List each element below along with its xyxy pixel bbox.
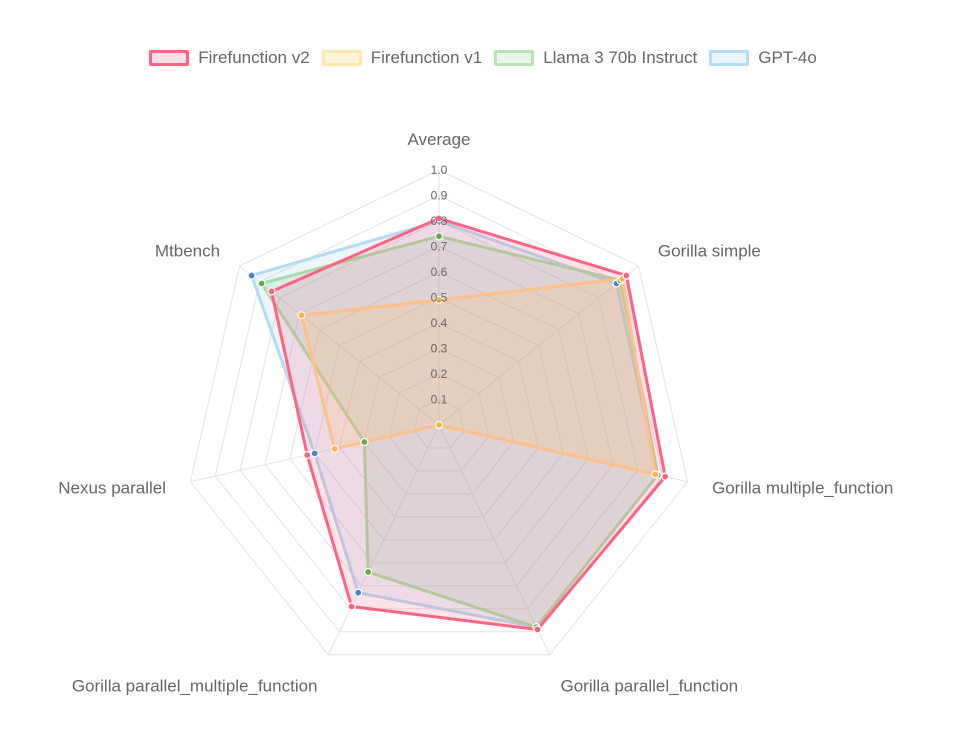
- series-area: [270, 216, 667, 631]
- tick-label: 0.2: [431, 367, 448, 381]
- legend-swatch: [149, 50, 190, 66]
- data-point: [297, 311, 306, 320]
- tick-label: 0.9: [431, 189, 448, 203]
- axis-label: Average: [407, 130, 470, 149]
- data-point: [364, 567, 373, 577]
- axis-label: Mtbench: [155, 241, 220, 260]
- data-point: [267, 287, 276, 296]
- legend-item-firefunction-v2[interactable]: Firefunction v2: [149, 48, 310, 68]
- legend-label: Firefunction v1: [370, 48, 483, 67]
- chart-legend: Firefunction v2 Firefunction v1 Llama 3 …: [0, 42, 966, 74]
- legend-swatch: [494, 50, 535, 66]
- legend-label: Llama 3 70b Instruct: [543, 48, 698, 67]
- legend-label: Firefunction v2: [198, 48, 310, 67]
- data-point: [434, 420, 444, 430]
- data-point: [434, 295, 444, 305]
- grid-ring: [314, 296, 564, 541]
- grid-ring: [289, 271, 589, 564]
- legend-item-gpt-4o[interactable]: GPT-4o: [709, 48, 817, 68]
- grid-ring: [339, 322, 539, 518]
- data-point: [347, 602, 356, 611]
- data-point: [247, 271, 256, 280]
- data-point: [257, 279, 266, 288]
- data-point: [303, 450, 312, 460]
- tick-label: 0.5: [431, 291, 448, 305]
- axis-spoke: [438, 265, 639, 426]
- tick-label: 0.3: [431, 342, 448, 356]
- legend-swatch: [321, 50, 362, 66]
- grid-ring: [189, 169, 689, 656]
- tick-label: 0.1: [431, 393, 448, 407]
- axis-label: Gorilla parallel_multiple_function: [72, 676, 318, 695]
- grid-ring: [363, 347, 515, 495]
- tick-label: 0.4: [431, 316, 448, 330]
- data-point: [434, 214, 444, 223]
- grid-ring: [413, 398, 465, 449]
- legend-item-firefunction-v1[interactable]: Firefunction v1: [321, 48, 483, 68]
- data-point: [651, 470, 660, 479]
- data-point: [360, 437, 369, 447]
- axis-label: Nexus parallel: [58, 478, 166, 497]
- legend-item-llama-3-70b-instruct[interactable]: Llama 3 70b Instruct: [494, 48, 697, 68]
- grid-ring: [264, 245, 614, 587]
- tick-label: 0.8: [431, 214, 448, 228]
- data-point: [310, 449, 319, 458]
- tick-label: 0.7: [431, 240, 448, 254]
- data-point: [330, 444, 339, 453]
- axis-label: Gorilla parallel_function: [560, 676, 738, 695]
- series-area: [250, 219, 660, 629]
- data-point: [622, 271, 631, 280]
- tick-label: 1.0: [431, 163, 448, 177]
- data-point: [661, 472, 670, 481]
- data-point: [434, 232, 444, 241]
- axis-spoke: [327, 424, 440, 655]
- legend-swatch: [709, 50, 750, 66]
- axis-spoke: [438, 424, 551, 655]
- grid-ring: [388, 373, 490, 472]
- axis-label: Gorilla simple: [658, 241, 761, 260]
- data-point: [533, 625, 542, 634]
- data-point: [354, 588, 363, 597]
- axis-label: Gorilla multiple_function: [712, 478, 893, 497]
- tick-label: 0.6: [431, 265, 448, 279]
- legend-label: GPT-4o: [758, 48, 817, 67]
